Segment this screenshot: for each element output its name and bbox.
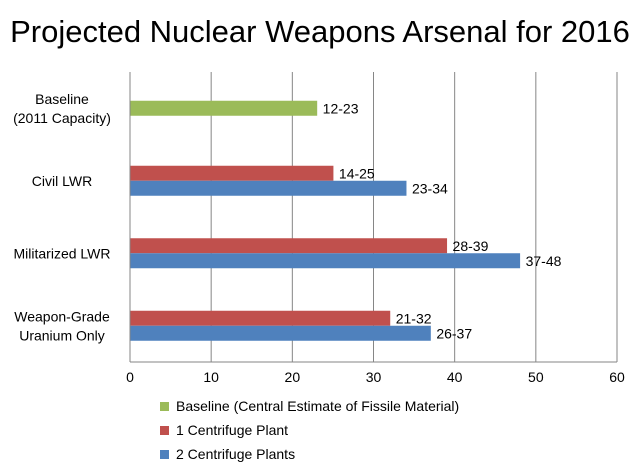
legend-label: 2 Centrifuge Plants [176, 446, 296, 462]
data-label: 28-39 [453, 238, 489, 254]
bar [130, 180, 407, 196]
chart-title: Projected Nuclear Weapons Arsenal for 20… [10, 14, 630, 49]
legend: Baseline (Central Estimate of Fissile Ma… [160, 394, 459, 466]
x-tick-label: 30 [366, 369, 382, 385]
data-label: 23-34 [412, 180, 448, 196]
bar [130, 238, 448, 254]
legend-item: 2 Centrifuge Plants [160, 442, 459, 466]
bar [130, 165, 334, 181]
legend-swatch [160, 449, 169, 459]
bar [130, 253, 521, 269]
category-label: Militarized LWR [14, 245, 111, 261]
data-label: 21-32 [396, 310, 432, 326]
legend-label: 1 Centrifuge Plant [176, 422, 289, 438]
x-tick-label: 60 [609, 369, 625, 385]
x-tick-label: 10 [203, 369, 219, 385]
legend-item: 1 Centrifuge Plant [160, 418, 459, 442]
x-tick-label: 50 [528, 369, 544, 385]
x-tick-label: 20 [285, 369, 301, 385]
bar [130, 325, 431, 341]
data-label: 14-25 [339, 165, 375, 181]
legend-item: Baseline (Central Estimate of Fissile Ma… [160, 394, 459, 418]
category-label: Baseline [35, 91, 89, 107]
x-tick-label: 40 [447, 369, 463, 385]
data-label: 12-23 [323, 100, 359, 116]
bar [130, 310, 391, 326]
data-label: 37-48 [526, 253, 562, 269]
category-label: Uranium Only [19, 327, 105, 343]
category-label: Weapon-Grade [14, 308, 110, 324]
data-label: 26-37 [436, 325, 472, 341]
legend-swatch [160, 401, 169, 411]
legend-label: Baseline (Central Estimate of Fissile Ma… [176, 398, 460, 414]
bar [130, 100, 318, 116]
category-label: (2011 Capacity) [13, 110, 111, 126]
legend-swatch [160, 425, 169, 435]
category-label: Civil LWR [32, 173, 92, 189]
x-tick-label: 0 [126, 369, 134, 385]
